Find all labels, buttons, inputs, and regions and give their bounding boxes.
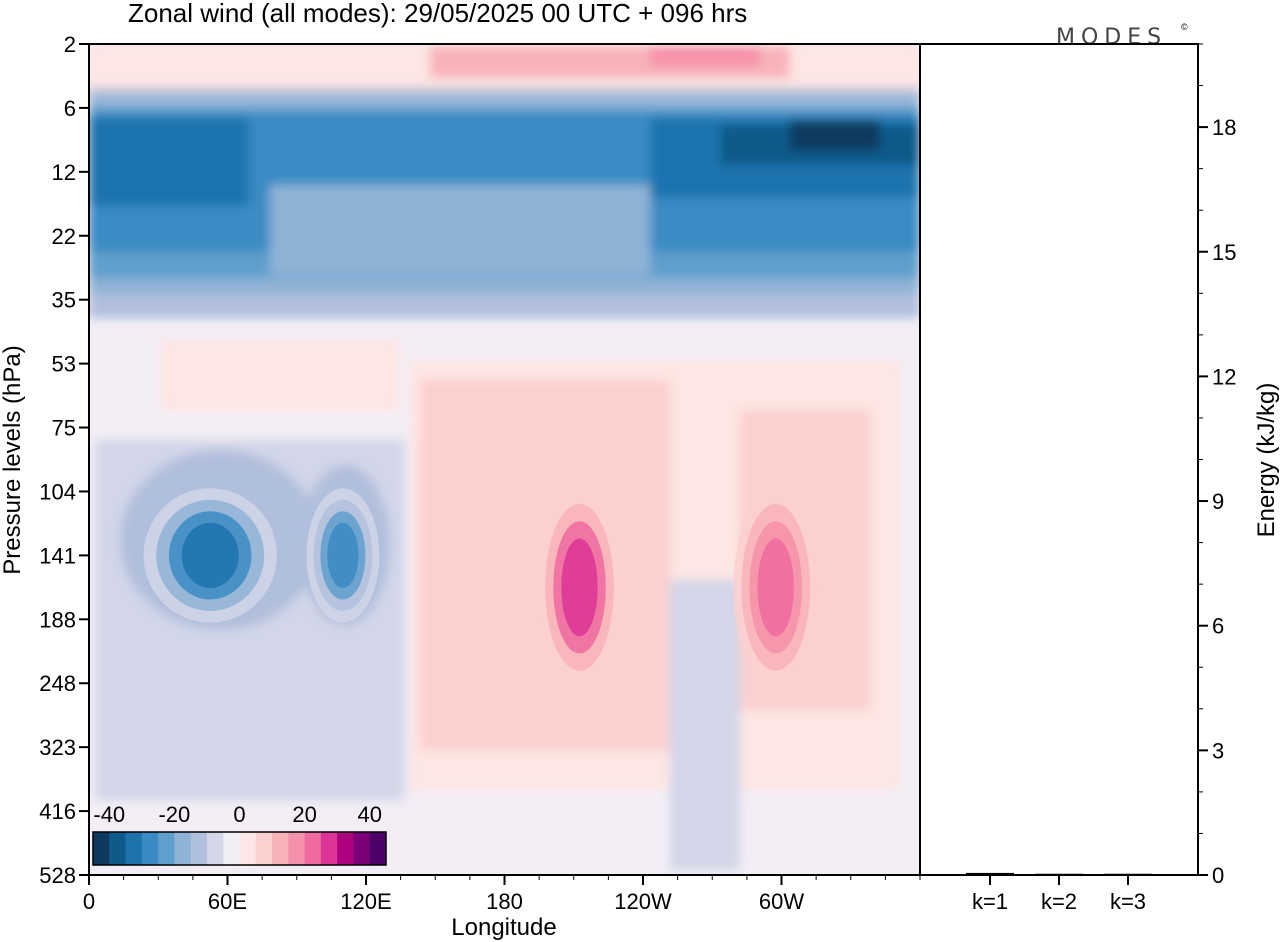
energy-tick-label: 9: [1212, 489, 1224, 514]
energy-bars: k=1 k=2 k=3: [966, 872, 1152, 914]
y-tick-label: 188: [39, 607, 76, 632]
colorbar-swatch: [190, 832, 208, 865]
y-tick-label: 12: [52, 160, 76, 185]
chart-title: Zonal wind (all modes): 29/05/2025 00 UT…: [128, 0, 747, 28]
colorbar-swatch: [353, 832, 371, 865]
y-tick-label: 528: [39, 863, 76, 888]
upper-westerly-patch: [650, 46, 760, 66]
y-tick-label: 104: [39, 479, 76, 504]
energy-tick-label: 0: [1212, 863, 1224, 888]
colorbar-swatch: [93, 832, 110, 865]
x-tick-label: 60W: [759, 889, 804, 914]
energy-bar: [1104, 873, 1152, 875]
colorbar-swatch: [109, 832, 127, 865]
y-tick-label: 6: [64, 96, 76, 121]
colorbar-tick-label: -40: [93, 802, 125, 827]
y-tick-label: 2: [64, 32, 76, 57]
feature-contours: [143, 486, 819, 689]
y-tick-label: 141: [39, 543, 76, 568]
colorbar-tick-label: 0: [233, 802, 245, 827]
colorbar-tick-label: -20: [158, 802, 190, 827]
y-axis: 2 6 12 22 35 53 75 104 141 188 248 323 416 528: [39, 32, 89, 888]
x-axis-label: Longitude: [451, 914, 556, 941]
feature-contour: [561, 538, 598, 637]
easterly-region: [670, 580, 740, 870]
modes-logo-mark: ©: [1181, 22, 1188, 32]
y-tick-label: 75: [52, 416, 76, 441]
y-tick-label: 35: [52, 288, 76, 313]
westerly-region: [160, 340, 400, 410]
colorbar-swatch: [223, 832, 240, 865]
energy-axis-label: Energy (kJ/kg): [1253, 383, 1280, 538]
y-tick-label: 416: [39, 799, 76, 824]
energy-category-label: k=3: [1110, 889, 1146, 914]
energy-tick-label: 6: [1212, 614, 1224, 639]
x-tick-label: 120W: [614, 889, 672, 914]
energy-panel-frame: [919, 43, 1199, 876]
x-tick-label: 60E: [208, 889, 247, 914]
colorbar-swatch: [288, 832, 306, 865]
colorbar: -40 -20 0 20 40: [92, 802, 387, 866]
colorbar-swatch: [272, 832, 289, 865]
easterly-jet-weak: [270, 185, 650, 275]
colorbar-frame: [92, 831, 387, 866]
colorbar-swatch: [304, 832, 322, 865]
energy-tick-label: 18: [1212, 115, 1236, 140]
energy-tick-label: 12: [1212, 364, 1236, 389]
colorbar-tick-label: 20: [292, 802, 316, 827]
energy-bar: [1035, 873, 1083, 875]
energy-bar: [966, 872, 1014, 875]
energy-tick-label: 3: [1212, 738, 1224, 763]
feature-contour: [757, 538, 794, 637]
colorbar-swatch: [158, 832, 175, 865]
y-tick-label: 323: [39, 735, 76, 760]
energy-tick-label: 15: [1212, 240, 1236, 265]
x-axis: 0 60E 120E 180 120W 60W: [83, 875, 921, 914]
colorbar-swatch: [255, 832, 273, 865]
energy-axis: 0 3 6 9 12 15 18: [1198, 43, 1236, 888]
x-tick-label: 180: [486, 889, 523, 914]
colorbar-swatch: [337, 832, 354, 865]
colorbar-swatch: [320, 832, 338, 865]
heatmap-field: [89, 44, 920, 875]
feature-contour: [327, 522, 359, 588]
colorbar-swatch: [141, 832, 159, 865]
easterly-jet-core: [790, 120, 880, 150]
y-tick-label: 22: [52, 224, 76, 249]
y-tick-label: 248: [39, 671, 76, 696]
x-tick-label: 0: [83, 889, 95, 914]
x-tick-label: 120E: [340, 889, 391, 914]
easterly-jet-band: [89, 118, 249, 206]
y-axis-label: Pressure levels (hPa): [0, 345, 26, 574]
colorbar-swatch: [206, 832, 224, 865]
colorbar-swatch: [125, 832, 143, 865]
feature-contour: [181, 522, 239, 588]
energy-category-label: k=1: [972, 889, 1008, 914]
colorbar-swatch: [174, 832, 192, 865]
y-tick-label: 53: [52, 352, 76, 377]
colorbar-tick-label: 40: [357, 802, 381, 827]
energy-category-label: k=2: [1041, 889, 1077, 914]
colorbar-swatch: [239, 832, 257, 865]
colorbar-swatch: [369, 832, 387, 865]
